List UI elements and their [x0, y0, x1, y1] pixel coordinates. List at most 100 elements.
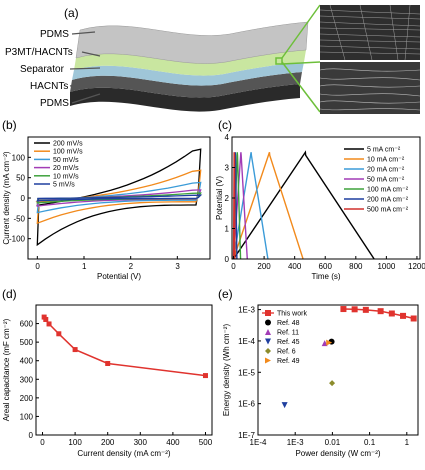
- x-tick-label: 200: [101, 438, 115, 447]
- capacitance-chart: 0 100 200 300 400 500 0 100 200 300 400 500 600 Curre…: [2, 304, 213, 458]
- y-tick-label: 4: [225, 133, 230, 142]
- arrow-pdms-bottom: [71, 93, 101, 104]
- y-axis-label: Energy density (Wh cm⁻²): [222, 324, 231, 417]
- ragone-point-5: [326, 339, 333, 346]
- capacitance-point: [43, 316, 49, 322]
- panel-label-e: (e): [218, 287, 233, 301]
- layer-labels: PDMS P3MT/HACNTs Separator HACNTs PDMS: [5, 29, 101, 109]
- plot-frame: [257, 304, 419, 436]
- x-tick-label: 0: [35, 262, 40, 271]
- x-tick-label: 0: [40, 438, 45, 447]
- y-tick-label: 400: [20, 357, 34, 366]
- x-tick-label: 500: [199, 438, 213, 447]
- capacitance-point: [105, 361, 111, 366]
- ragone-point-0: [388, 310, 395, 317]
- ragone-point-0: [362, 306, 369, 313]
- pdms-top-layer: [75, 21, 309, 64]
- legend-label: 500 mA cm⁻²: [367, 207, 409, 214]
- panel-label-a: (a): [64, 6, 79, 20]
- layer-label-hacnt: HACNTs: [30, 81, 68, 92]
- y-tick-label: 1E-7: [238, 431, 255, 440]
- y-tick-label: -50: [13, 214, 25, 223]
- legend-label: 100 mV/s: [53, 149, 83, 156]
- x-tick-label: 1E-4: [250, 438, 267, 447]
- schematic-panel: (a) PDMS P3MT/HACNTs Separator HACNTs PD…: [5, 4, 421, 114]
- y-tick-label: 3: [225, 164, 230, 173]
- ragone-point-0: [377, 308, 384, 315]
- panel-label-c: (c): [218, 118, 232, 132]
- legend-marker: [265, 357, 271, 364]
- legend-label: 20 mV/s: [53, 165, 79, 172]
- x-axis-label: Current density (mA cm⁻²): [77, 449, 170, 458]
- y-tick-label: 500: [20, 338, 34, 347]
- ragone-point-0: [340, 306, 347, 313]
- legend-label: 50 mA cm⁻²: [367, 177, 405, 184]
- x-tick-label: 1: [405, 438, 410, 447]
- pdms-bottom-layer: [70, 84, 300, 112]
- legend-label: 5 mA cm⁻²: [367, 147, 401, 154]
- x-tick-label: 3: [175, 262, 180, 271]
- capacitance-point: [72, 347, 78, 353]
- cv-curve-100-mV-s: [35, 169, 202, 225]
- hacnt-layer: [70, 72, 302, 98]
- x-axis-label: Power density (W cm⁻²): [295, 449, 380, 458]
- legend-marker: [265, 310, 271, 316]
- y-tick-label: 0: [29, 431, 34, 440]
- x-tick-label: 800: [349, 262, 363, 271]
- x-tick-label: 0.01: [325, 438, 341, 447]
- y-tick-label: 0: [225, 255, 230, 264]
- gcd-curve-2: [232, 152, 269, 260]
- x-tick-label: 200: [257, 262, 271, 271]
- y-axis-label: Areal capacitance (mF cm⁻²): [2, 318, 11, 421]
- legend-marker: [265, 329, 271, 335]
- legend-label: 5 mV/s: [53, 182, 75, 189]
- y-tick-label: 1E-5: [238, 368, 255, 377]
- legend-label: 200 mV/s: [53, 141, 83, 148]
- legend-label: Ref. 11: [277, 330, 299, 337]
- gcd-curve-1: [232, 152, 304, 260]
- x-tick-label: 2: [129, 262, 134, 271]
- arrow-pdms-top: [71, 31, 96, 35]
- legend-label: Ref. 48: [277, 320, 300, 327]
- arrow-p3mt: [81, 51, 101, 57]
- y-tick-label: 50: [16, 174, 25, 183]
- legend-marker: [265, 348, 271, 354]
- ragone-chart: 1E-4 1E-3 0.01 0.1 1 1E-7 1E-6 1E-5 1E-4 1E-3 Powe…: [222, 304, 419, 458]
- plot-frame: [35, 304, 213, 436]
- cv-curve-200-mV-s: [36, 148, 202, 247]
- layer-label-p3mt: P3MT/HACNTs: [5, 47, 73, 58]
- y-tick-label: 1E-4: [238, 337, 255, 346]
- y-tick-label: 0: [21, 194, 26, 203]
- gcd-curve-3: [232, 152, 248, 260]
- y-tick-label: 1E-3: [238, 306, 255, 315]
- x-tick-label: 1000: [377, 262, 395, 271]
- legend-marker: [265, 319, 271, 326]
- x-tick-label: 400: [288, 262, 302, 271]
- ragone-point-3: [281, 402, 288, 409]
- y-tick-label: 1E-6: [238, 400, 255, 409]
- separator-layer: [72, 62, 304, 86]
- y-tick-label: 300: [20, 375, 34, 384]
- x-axis-label: Potential (V): [97, 272, 141, 281]
- legend-label: 20 mA cm⁻²: [367, 167, 405, 174]
- y-tick-label: 600: [20, 320, 34, 329]
- y-tick-label: -100: [9, 235, 26, 244]
- x-tick-label: 1: [82, 262, 87, 271]
- capacitance-point: [56, 331, 62, 337]
- legend-label: Ref. 45: [277, 339, 300, 346]
- ragone-point-2: [321, 340, 328, 347]
- gcd-curve-0: [232, 150, 375, 260]
- sem-image-top: [319, 4, 421, 61]
- y-axis-label: Potential (V): [215, 176, 224, 220]
- y-tick-label: 100: [20, 412, 34, 421]
- x-tick-label: 0: [231, 262, 236, 271]
- capacitance-line: [43, 316, 206, 377]
- x-tick-label: 0.1: [364, 438, 376, 447]
- y-tick-label: 2: [225, 194, 230, 203]
- x-axis-label: Time (s): [311, 272, 340, 281]
- legend-label: This work: [277, 311, 307, 318]
- legend-label: Ref. 49: [277, 358, 300, 365]
- x-tick-label: 400: [166, 438, 180, 447]
- y-tick-label: 100: [12, 153, 26, 162]
